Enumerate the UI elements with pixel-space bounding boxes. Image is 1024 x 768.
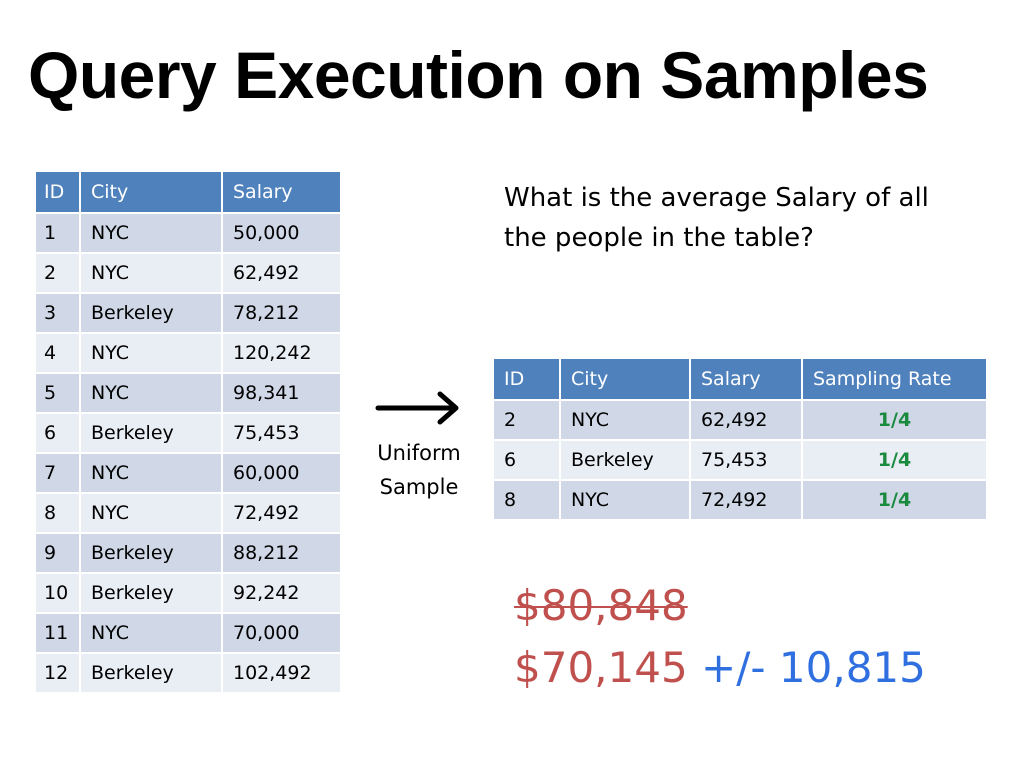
city-cell: NYC <box>79 612 223 654</box>
true-average-struck: $80,848 <box>514 581 688 630</box>
table-row: 6 Berkeley 75,453 <box>34 412 342 454</box>
uniform-sample-label: Uniform Sample <box>360 436 478 504</box>
salary-cell: 75,453 <box>689 439 803 481</box>
id-cell: 12 <box>34 652 81 694</box>
sampling-rate-cell: 1/4 <box>801 439 988 481</box>
table-row: 3 Berkeley 78,212 <box>34 292 342 334</box>
table-row: 9 Berkeley 88,212 <box>34 532 342 574</box>
id-cell: 7 <box>34 452 81 494</box>
salary-cell: 72,492 <box>221 492 342 534</box>
table-row: 12 Berkeley 102,492 <box>34 652 342 694</box>
city-cell: NYC <box>79 252 223 294</box>
city-cell: NYC <box>79 452 223 494</box>
table-row: 8 NYC 72,492 <box>34 492 342 534</box>
id-cell: 4 <box>34 332 81 374</box>
full-data-table: ID City Salary 1 NYC 50,000 2 NYC 62,492… <box>34 170 342 694</box>
salary-cell: 60,000 <box>221 452 342 494</box>
estimate-line: $70,145 +/- 10,815 <box>514 640 926 696</box>
arrow-label-line2: Sample <box>379 475 459 499</box>
city-cell: Berkeley <box>79 532 223 574</box>
city-cell: NYC <box>79 212 223 254</box>
table-header-row: ID City Salary Sampling Rate <box>492 357 988 401</box>
id-cell: 2 <box>492 399 561 441</box>
city-cell: Berkeley <box>559 439 691 481</box>
table-row: 4 NYC 120,242 <box>34 332 342 374</box>
city-cell: NYC <box>559 399 691 441</box>
estimate-value: $70,145 <box>514 643 688 692</box>
salary-cell: 102,492 <box>221 652 342 694</box>
city-cell: Berkeley <box>79 412 223 454</box>
city-cell: NYC <box>79 372 223 414</box>
salary-cell: 98,341 <box>221 372 342 414</box>
column-header: Sampling Rate <box>801 357 988 401</box>
city-cell: NYC <box>79 332 223 374</box>
error-bound: +/- 10,815 <box>701 643 926 692</box>
salary-cell: 78,212 <box>221 292 342 334</box>
table-row: 10 Berkeley 92,242 <box>34 572 342 614</box>
table-row: 8 NYC 72,492 1/4 <box>492 479 988 521</box>
city-cell: Berkeley <box>79 292 223 334</box>
table-header-row: ID City Salary <box>34 170 342 214</box>
salary-cell: 50,000 <box>221 212 342 254</box>
id-cell: 11 <box>34 612 81 654</box>
column-header: ID <box>492 357 561 401</box>
city-cell: Berkeley <box>79 572 223 614</box>
city-cell: NYC <box>559 479 691 521</box>
id-cell: 3 <box>34 292 81 334</box>
table-row: 7 NYC 60,000 <box>34 452 342 494</box>
salary-cell: 75,453 <box>221 412 342 454</box>
city-cell: Berkeley <box>79 652 223 694</box>
arrow-label-line1: Uniform <box>377 441 461 465</box>
column-header: Salary <box>689 357 803 401</box>
id-cell: 9 <box>34 532 81 574</box>
column-header: City <box>559 357 691 401</box>
slide-title: Query Execution on Samples <box>28 38 929 112</box>
salary-cell: 120,242 <box>221 332 342 374</box>
table-row: 2 NYC 62,492 1/4 <box>492 399 988 441</box>
table-row: 5 NYC 98,341 <box>34 372 342 414</box>
id-cell: 5 <box>34 372 81 414</box>
column-header: Salary <box>221 170 342 214</box>
table-row: 11 NYC 70,000 <box>34 612 342 654</box>
salary-cell: 62,492 <box>221 252 342 294</box>
sample-data-table: ID City Salary Sampling Rate 2 NYC 62,49… <box>492 357 988 521</box>
table-row: 2 NYC 62,492 <box>34 252 342 294</box>
column-header: ID <box>34 170 81 214</box>
salary-cell: 88,212 <box>221 532 342 574</box>
sampling-rate-cell: 1/4 <box>801 479 988 521</box>
id-cell: 6 <box>34 412 81 454</box>
table-row: 1 NYC 50,000 <box>34 212 342 254</box>
salary-cell: 62,492 <box>689 399 803 441</box>
question-text: What is the average Salary of all the pe… <box>504 183 929 253</box>
column-header: City <box>79 170 223 214</box>
table-row: 6 Berkeley 75,453 1/4 <box>492 439 988 481</box>
salary-cell: 92,242 <box>221 572 342 614</box>
id-cell: 8 <box>492 479 561 521</box>
salary-cell: 72,492 <box>689 479 803 521</box>
sampling-rate-cell: 1/4 <box>801 399 988 441</box>
id-cell: 2 <box>34 252 81 294</box>
salary-cell: 70,000 <box>221 612 342 654</box>
city-cell: NYC <box>79 492 223 534</box>
id-cell: 1 <box>34 212 81 254</box>
id-cell: 10 <box>34 572 81 614</box>
right-arrow-icon <box>375 391 459 425</box>
id-cell: 6 <box>492 439 561 481</box>
id-cell: 8 <box>34 492 81 534</box>
